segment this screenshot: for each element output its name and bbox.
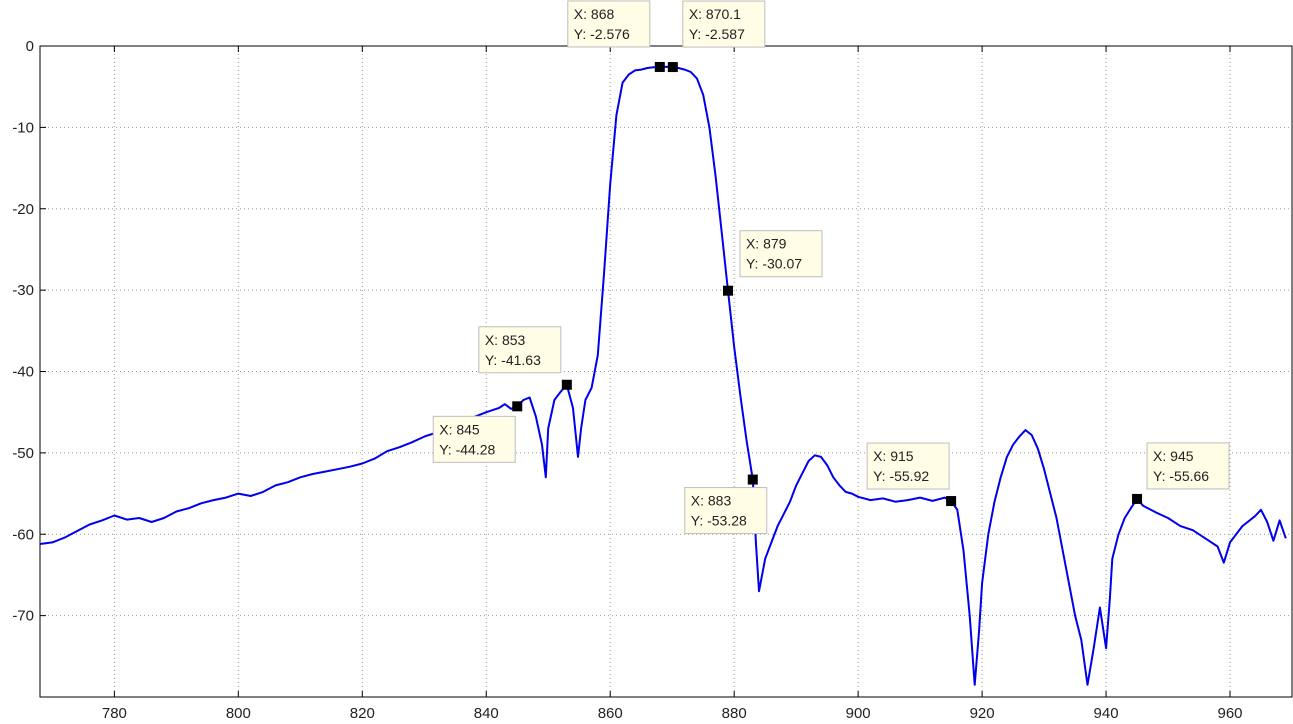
x-tick-label: 920 (970, 705, 995, 722)
x-tick-label: 820 (350, 705, 375, 722)
datatip-y-text: Y: -2.576 (574, 26, 630, 42)
datatip-box (739, 230, 823, 278)
x-tick-label: 940 (1094, 705, 1119, 722)
y-tick-label: -20 (12, 201, 34, 218)
datatip-marker[interactable] (512, 401, 523, 412)
datatip-marker[interactable] (1132, 493, 1143, 504)
datatip-x-text: X: 945 (1153, 448, 1194, 464)
tick-labels: 780 800 820 840 860 880 900 920 940 960 0 -10 -20 -30… (12, 38, 1242, 722)
datatip-marker[interactable] (667, 62, 678, 73)
datatip-x-text: X: 845 (439, 421, 480, 437)
y-tick-label: 0 (26, 38, 34, 55)
datatip[interactable]: X: 868 Y: -2.576 (567, 0, 665, 72)
x-tick-label: 960 (1218, 705, 1243, 722)
axes (39, 45, 1293, 698)
datatips-layer: X: 868 Y: -2.576 X: 870.1 Y: -2.587 X: 879 Y:… (432, 0, 1230, 535)
datatip-x-text: X: 868 (574, 6, 615, 22)
datatip[interactable]: X: 870.1 Y: -2.587 (667, 0, 766, 73)
x-tick-label: 800 (226, 705, 251, 722)
x-tick-label: 780 (102, 705, 127, 722)
datatip-box (432, 415, 516, 463)
y-tick-label: -40 (12, 364, 34, 381)
datatip-box (567, 0, 651, 48)
datatip-box (1146, 442, 1230, 490)
datatip-marker[interactable] (722, 285, 733, 296)
datatip-x-text: X: 853 (485, 332, 526, 348)
datatip-y-text: Y: -53.28 (691, 513, 747, 529)
y-tick-label: -50 (12, 445, 34, 462)
x-tick-label: 860 (598, 705, 623, 722)
x-tick-label: 840 (474, 705, 499, 722)
datatip-marker[interactable] (561, 379, 572, 390)
datatip-y-text: Y: -30.07 (746, 256, 802, 272)
datatip[interactable]: X: 845 Y: -44.28 (432, 401, 523, 463)
datatip[interactable]: X: 945 Y: -55.66 (1132, 442, 1230, 504)
datatip-x-text: X: 879 (746, 236, 787, 252)
datatip-marker[interactable] (747, 474, 758, 485)
datatip[interactable]: X: 879 Y: -30.07 (722, 230, 823, 296)
datatip-x-text: X: 915 (873, 448, 914, 464)
datatip-y-text: Y: -55.66 (1153, 468, 1209, 484)
datatip-box (684, 487, 768, 535)
datatip-y-text: Y: -55.92 (873, 468, 929, 484)
datatip-x-text: X: 883 (691, 493, 732, 509)
datatip-box (682, 0, 766, 48)
y-tick-label: -30 (12, 282, 34, 299)
series-layer (39, 65, 1287, 686)
y-tick-label: -10 (12, 119, 34, 136)
datatip-x-text: X: 870.1 (689, 6, 741, 22)
datatip-marker[interactable] (946, 496, 957, 507)
x-tick-label: 880 (722, 705, 747, 722)
series-line (39, 65, 1287, 686)
datatip-marker[interactable] (654, 61, 665, 72)
datatip-y-text: Y: -44.28 (439, 441, 495, 457)
y-tick-label: -60 (12, 526, 34, 543)
x-tick-label: 900 (846, 705, 871, 722)
datatip-box (478, 326, 562, 374)
datatip-y-text: Y: -2.587 (689, 26, 745, 42)
datatip[interactable]: X: 883 Y: -53.28 (684, 474, 768, 535)
datatip-box (866, 442, 950, 490)
datatip-y-text: Y: -41.63 (485, 352, 541, 368)
datatip[interactable]: X: 853 Y: -41.63 (478, 326, 572, 390)
datatip[interactable]: X: 915 Y: -55.92 (866, 442, 957, 507)
y-tick-label: -70 (12, 608, 34, 625)
